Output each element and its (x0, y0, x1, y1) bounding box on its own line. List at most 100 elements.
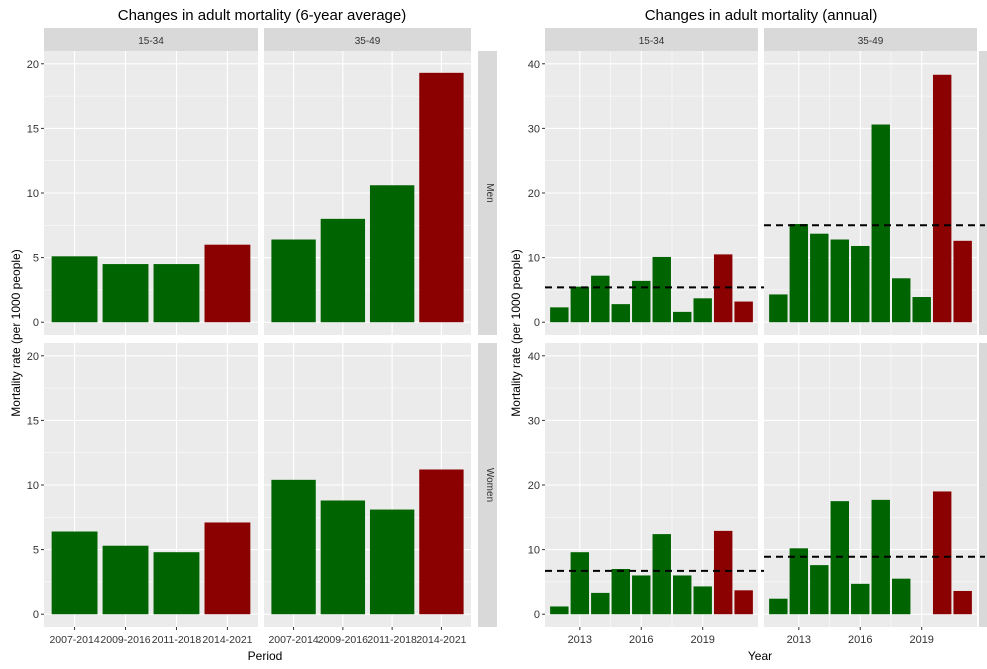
bar (769, 294, 788, 323)
facet-strip-row-label: Women (484, 468, 495, 502)
bar (851, 583, 870, 615)
bar (320, 218, 366, 323)
bar (632, 575, 651, 615)
bar (734, 301, 753, 323)
bar (419, 469, 464, 615)
y-tick-label: 30 (528, 123, 540, 135)
facet-panel: 0 5 10 15 20 2007-2014 2009-2016 2011-2018 2014-… (27, 343, 258, 646)
facet-strip-row-label: Men (484, 183, 495, 202)
y-tick-label: 0 (534, 317, 540, 329)
bar (153, 264, 200, 323)
facet-panel: 0 5 10 15 20 (27, 51, 258, 335)
y-tick-label: 15 (27, 123, 39, 135)
bar (652, 256, 671, 323)
bar (271, 239, 316, 323)
facet-panel: 0 10 20 30 40 2013 2016 2019 (528, 343, 766, 646)
facet-strip-column-label: 35-49 (858, 36, 884, 47)
bar (419, 72, 464, 323)
x-tick-label: 2019 (909, 634, 933, 646)
chart-average: Changes in adult mortality (6-year avera… (9, 7, 497, 663)
y-tick-label: 20 (528, 188, 540, 200)
bar (320, 500, 366, 615)
facet-strip-row (979, 343, 987, 627)
facet-strip-column (264, 28, 471, 51)
y-tick-label: 10 (27, 188, 39, 200)
y-tick-label: 0 (33, 609, 39, 621)
bar (953, 240, 972, 323)
y-tick-label: 10 (27, 480, 39, 492)
bar (51, 256, 98, 323)
x-tick-label: 2019 (690, 634, 714, 646)
x-tick-label: 2016 (848, 634, 872, 646)
x-tick-label: 2013 (568, 634, 592, 646)
bar (673, 575, 692, 615)
bar (693, 586, 712, 615)
y-tick-label: 5 (33, 253, 39, 265)
bar (871, 124, 890, 323)
y-tick-label: 15 (27, 415, 39, 427)
bar (271, 479, 316, 615)
y-tick-label: 10 (528, 253, 540, 265)
bar (871, 499, 890, 615)
bar (632, 280, 651, 323)
bar (673, 311, 692, 323)
bar (102, 264, 149, 323)
bar (204, 244, 251, 323)
chart-title: Changes in adult mortality (6-year avera… (118, 7, 406, 24)
x-tick-label: 2013 (787, 634, 811, 646)
x-tick-label: 2016 (629, 634, 653, 646)
facet-strip-column (44, 28, 258, 51)
bar (713, 530, 733, 615)
bar (892, 578, 911, 615)
bar (953, 590, 972, 615)
bar (51, 531, 98, 615)
x-axis-label: Year (748, 649, 772, 663)
bar (932, 491, 952, 615)
facet-strip-column (764, 28, 977, 51)
chart-title: Changes in adult mortality (annual) (645, 7, 878, 24)
bar (611, 568, 630, 615)
y-tick-label: 0 (33, 317, 39, 329)
facet-strip-column-label: 35-49 (355, 36, 381, 47)
bar (892, 278, 911, 323)
x-tick-label: 2011-2018 (152, 634, 202, 646)
y-tick-label: 0 (534, 609, 540, 621)
bar (591, 275, 610, 323)
bar (591, 592, 610, 615)
bar (570, 552, 590, 615)
bar (912, 297, 931, 323)
bar (789, 548, 809, 615)
bar (652, 534, 671, 615)
facet-strip-column-label: 15-34 (639, 36, 665, 47)
facet-panel: 2013 2016 2019 (764, 343, 985, 646)
y-axis-label: Mortality rate (per 1000 people) (9, 249, 23, 416)
bar (153, 552, 200, 615)
facet-strip-row-label: Men (985, 183, 987, 202)
y-tick-label: 30 (528, 415, 540, 427)
bar (369, 185, 415, 323)
facet-strip-row (478, 51, 497, 335)
bar (570, 286, 590, 323)
facet-strip-row (979, 51, 987, 335)
bar (734, 590, 753, 615)
x-tick-label: 2014-2021 (202, 634, 252, 646)
x-tick-label: 2007-2014 (49, 634, 99, 646)
bar (851, 245, 870, 323)
y-tick-label: 40 (528, 59, 540, 71)
bar (693, 298, 712, 323)
y-tick-label: 5 (33, 545, 39, 557)
y-tick-label: 40 (528, 351, 540, 363)
facet-panel (264, 51, 471, 335)
facet-panel: 0 10 20 30 40 (528, 51, 766, 335)
facet-panel (764, 51, 985, 335)
bar (204, 522, 251, 615)
facet-strip-column-label: 15-34 (138, 36, 164, 47)
y-axis-label: Mortality rate (per 1000 people) (509, 249, 523, 416)
y-tick-label: 10 (528, 545, 540, 557)
y-tick-label: 20 (528, 480, 540, 492)
bar (830, 239, 849, 323)
bar (550, 606, 569, 615)
bar (611, 304, 630, 323)
